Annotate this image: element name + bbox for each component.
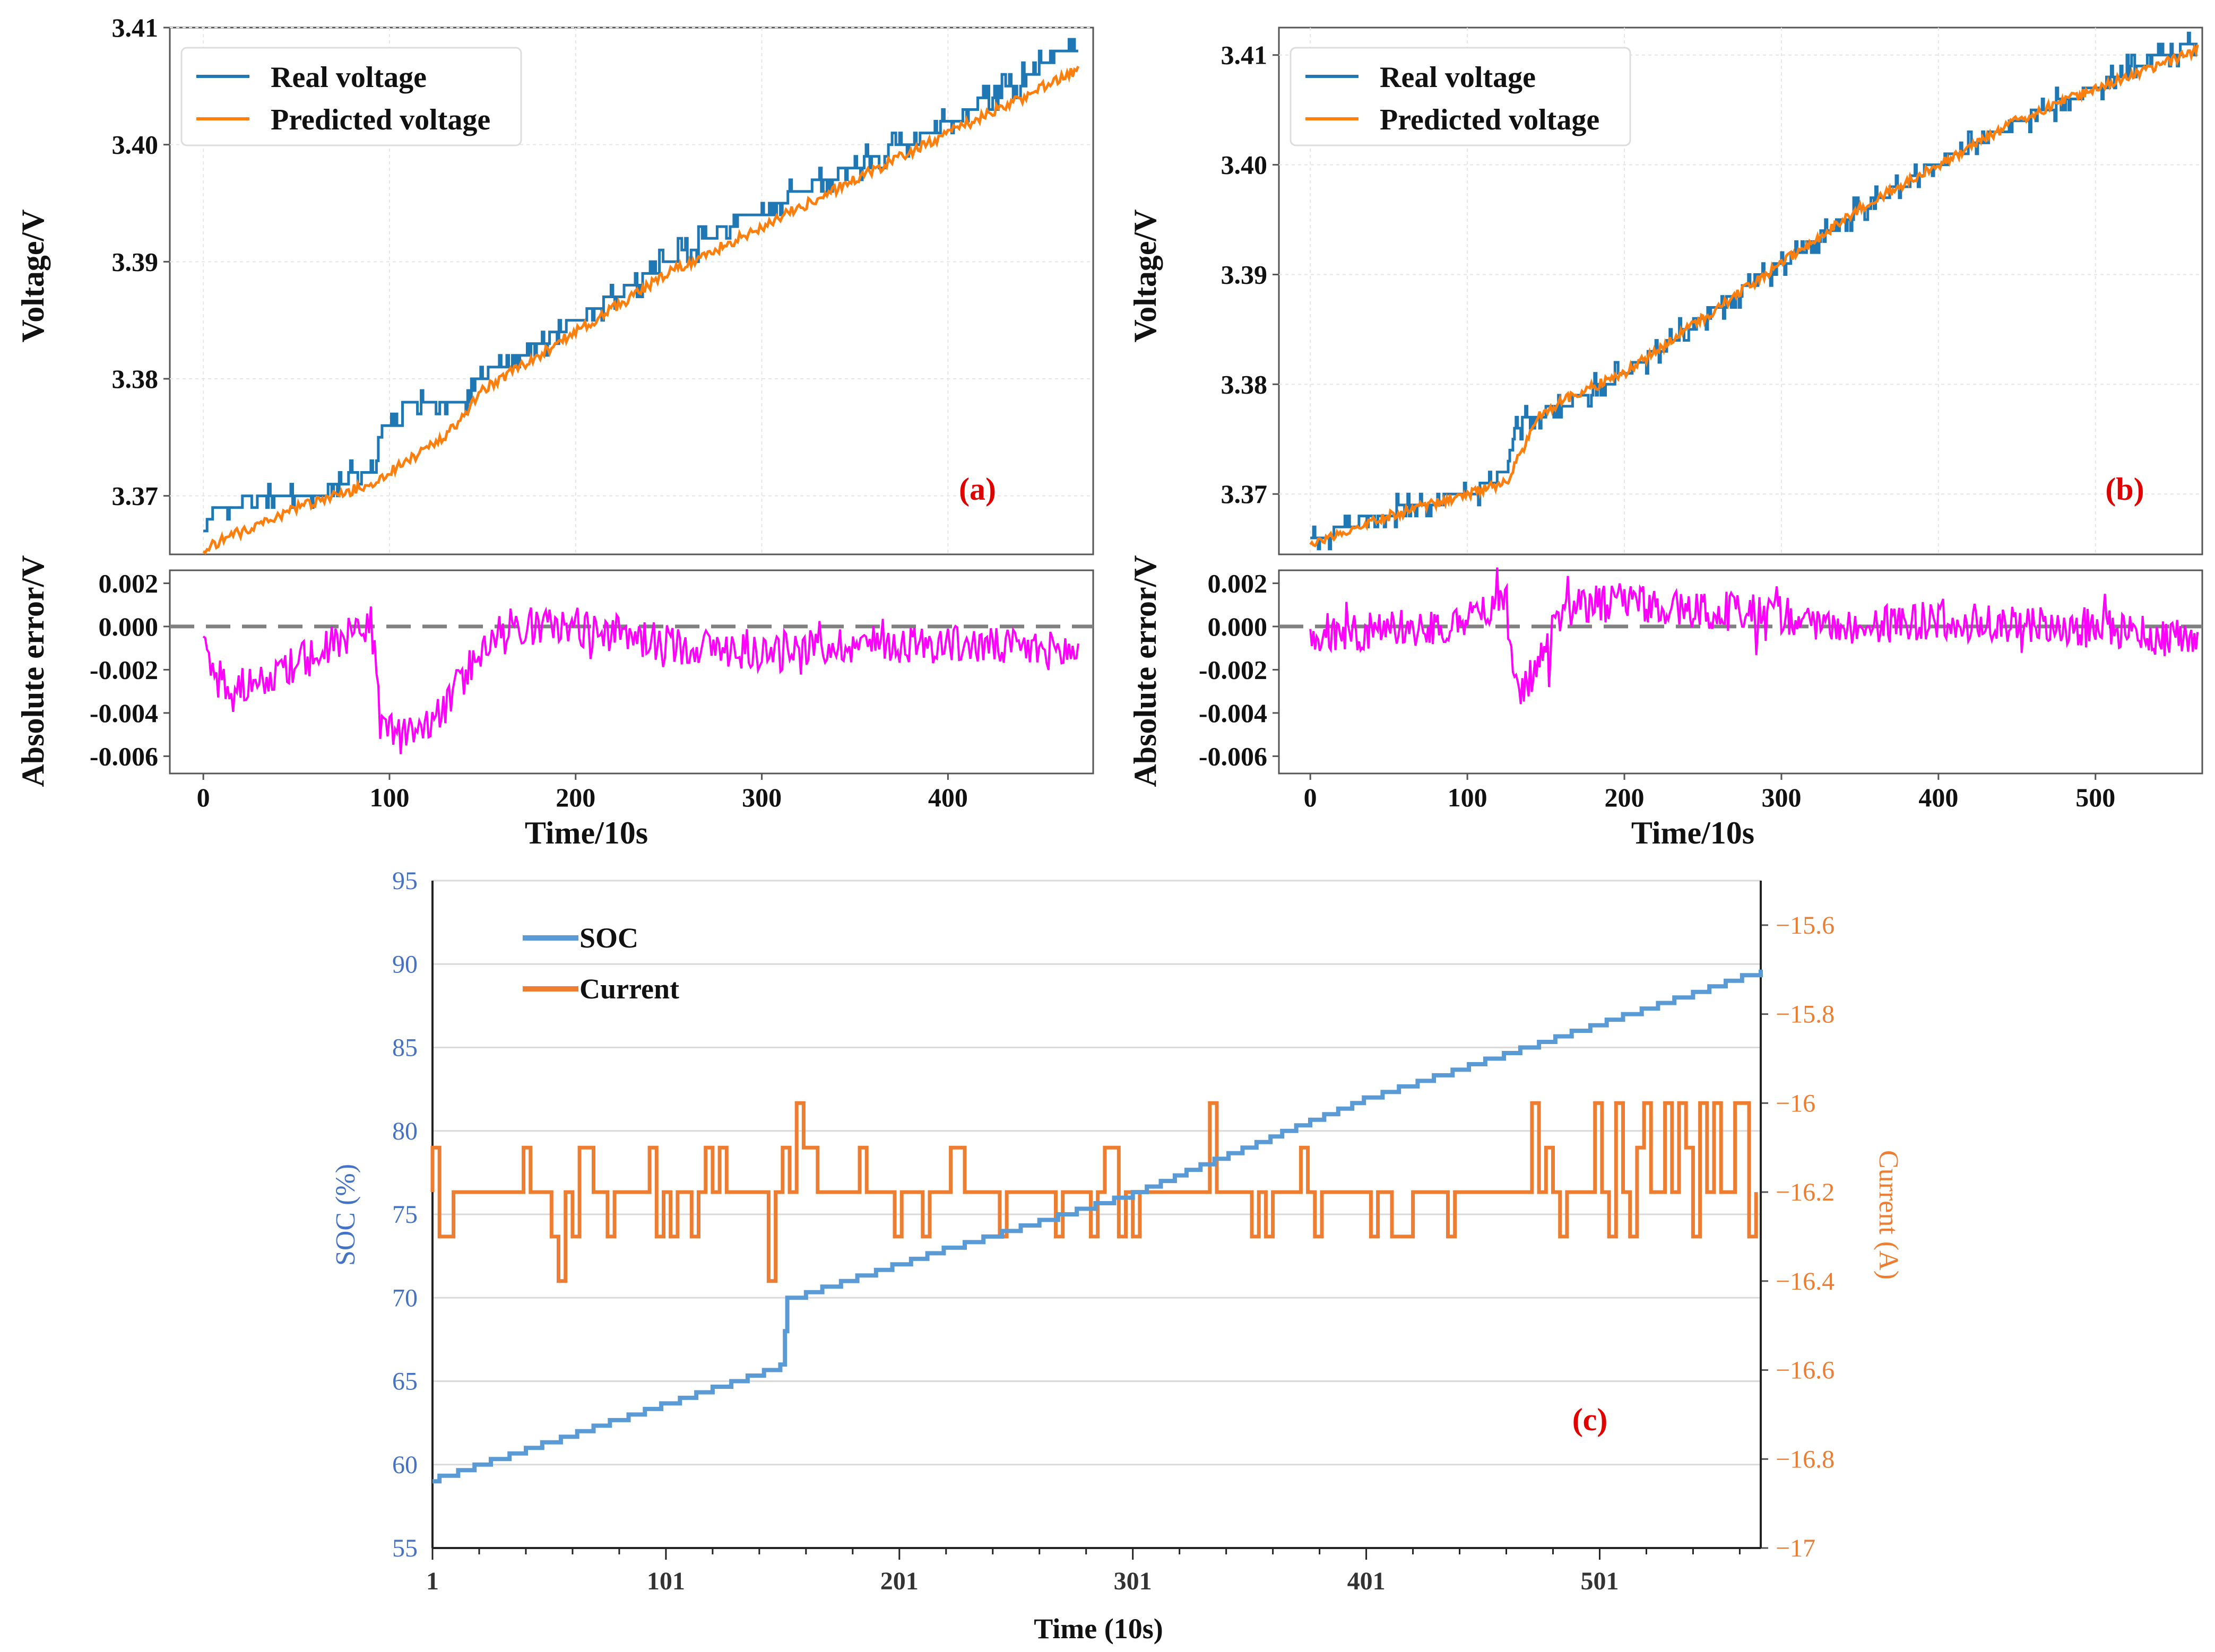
legend-box [1290, 47, 1631, 146]
panel-b-error: 0.002 0.000 -0.002 -0.004 -0.006 0 100 200 300 40… [1199, 567, 2203, 812]
panel-c-tag: (c) [1572, 1402, 1608, 1437]
series-predicted-voltage-line [202, 66, 1080, 555]
series-soc-line [432, 969, 1763, 1484]
y-tick-label: 95 [392, 867, 418, 895]
y-tick-label: -0.006 [1199, 741, 1267, 771]
y-tick-label: 3.40 [112, 130, 159, 160]
legend: Real voltage Predicted voltage [180, 47, 522, 146]
y2-tick-label: −16.6 [1776, 1357, 1835, 1385]
y2-tick-label: −15.8 [1776, 1001, 1835, 1029]
panel-a-error: 0.002 0.000 -0.002 -0.004 -0.006 0 100 200 300 40… [90, 568, 1094, 812]
x-tick-label: 200 [556, 782, 595, 812]
y-tick-label: 3.38 [1221, 369, 1268, 399]
y-tick-label: 3.39 [112, 247, 159, 276]
y-tick-label: -0.004 [90, 698, 158, 728]
legend-label-soc: SOC [579, 922, 638, 954]
panel-b-xlabel: Time/10s [1631, 815, 1754, 850]
series-absolute-error-line [202, 606, 1079, 754]
x-tick-label: 100 [1448, 782, 1487, 812]
x-tick-label: 100 [369, 782, 409, 812]
panel-a-error-ylabel: Absolute error/V [15, 555, 50, 787]
y-tick-label: 70 [392, 1284, 418, 1312]
x-tick-label: 201 [880, 1567, 919, 1595]
x-tick-label: 400 [928, 782, 968, 812]
y-tick-label: 0.000 [1208, 612, 1268, 641]
panel-c-y2label: Current (A) [1873, 1150, 1903, 1280]
y-tick-label: 60 [392, 1451, 418, 1479]
series-predicted-voltage-line [1309, 43, 2199, 547]
y-tick-label: 3.41 [112, 13, 159, 42]
legend-label-predicted: Predicted voltage [271, 103, 490, 136]
x-tick-label: 401 [1347, 1567, 1386, 1595]
y-tick-label: 3.37 [1221, 479, 1268, 509]
y-tick-label: 75 [392, 1201, 418, 1229]
legend-label-predicted: Predicted voltage [1380, 103, 1599, 136]
legend-box [180, 47, 522, 146]
panel-b-ylabel: Voltage/V [1128, 209, 1163, 342]
y-tick-label: 65 [392, 1368, 418, 1396]
x-tick-label: 301 [1114, 1567, 1152, 1595]
y2-tick-label: −16.2 [1776, 1178, 1835, 1206]
legend: Real voltage Predicted voltage [1290, 47, 1631, 146]
plot-frame [169, 569, 1094, 775]
panel-a-xlabel: Time/10s [525, 815, 648, 850]
legend-label-real: Real voltage [271, 61, 427, 94]
x-tick-label: 0 [197, 782, 210, 812]
x-tick-label: 400 [1918, 782, 1958, 812]
x-tick-label: 101 [647, 1567, 685, 1595]
y-tick-label: -0.002 [90, 655, 158, 684]
y-tick-label: 3.40 [1221, 150, 1268, 180]
y-tick-label: 0.002 [99, 568, 159, 598]
x-tick-label: 300 [1761, 782, 1801, 812]
legend-label-current: Current [579, 973, 679, 1005]
x-tick-label: 500 [2075, 782, 2115, 812]
y-tick-label: -0.002 [1199, 655, 1267, 684]
y2-tick-label: −16.8 [1776, 1445, 1835, 1473]
y-tick-label: -0.006 [90, 741, 158, 771]
x-tick-label: 300 [742, 782, 782, 812]
panel-a-ylabel: Voltage/V [15, 209, 50, 342]
legend: SOC Current [523, 922, 679, 1005]
panel-b-error-ylabel: Absolute error/V [1128, 555, 1163, 787]
y-tick-label: 55 [392, 1534, 418, 1562]
y-tick-label: 80 [392, 1117, 418, 1145]
y-tick-label: -0.004 [1199, 698, 1267, 728]
x-tick-label: 0 [1304, 782, 1317, 812]
series-real-voltage-line [203, 38, 1078, 533]
series-current-line [430, 1101, 1758, 1283]
panel-a-voltage: 3.37 3.38 3.39 3.40 3.41 Real voltage Predicte… [112, 13, 1094, 555]
panel-c-xlabel: Time (10s) [1034, 1613, 1163, 1645]
panel-c-ylabel: SOC (%) [331, 1164, 361, 1266]
y-tick-label: 85 [392, 1034, 418, 1062]
panel-b-tag: (b) [2105, 472, 2144, 507]
y2-tick-label: −16 [1776, 1089, 1815, 1117]
x-tick-label: 1 [426, 1567, 439, 1595]
panel-b-voltage: 3.37 3.38 3.39 3.40 3.41 Real voltage Predicte… [1221, 27, 2203, 555]
x-tick-label: 200 [1605, 782, 1645, 812]
series-absolute-error-line [1309, 567, 2199, 705]
y-tick-label: 3.39 [1221, 259, 1268, 289]
y2-tick-label: −15.6 [1776, 911, 1835, 940]
y2-tick-label: −17 [1776, 1534, 1815, 1562]
legend-label-real: Real voltage [1380, 61, 1536, 94]
panel-a-tag: (a) [959, 472, 996, 507]
y-tick-label: 0.000 [99, 612, 159, 641]
y-tick-label: 0.002 [1208, 568, 1268, 598]
plot-frame [1278, 569, 2203, 775]
y-tick-label: 3.38 [112, 364, 159, 394]
y-tick-label: 3.37 [112, 481, 159, 511]
y2-tick-label: −16.4 [1776, 1267, 1835, 1295]
y-tick-label: 90 [392, 950, 418, 978]
panel-c-soc-current: 95 90 85 80 75 70 65 60 55 −15.6 −15.8 −16 −16.2 −16.… [392, 867, 1835, 1595]
y-tick-label: 3.41 [1221, 40, 1268, 70]
x-tick-label: 501 [1580, 1567, 1619, 1595]
